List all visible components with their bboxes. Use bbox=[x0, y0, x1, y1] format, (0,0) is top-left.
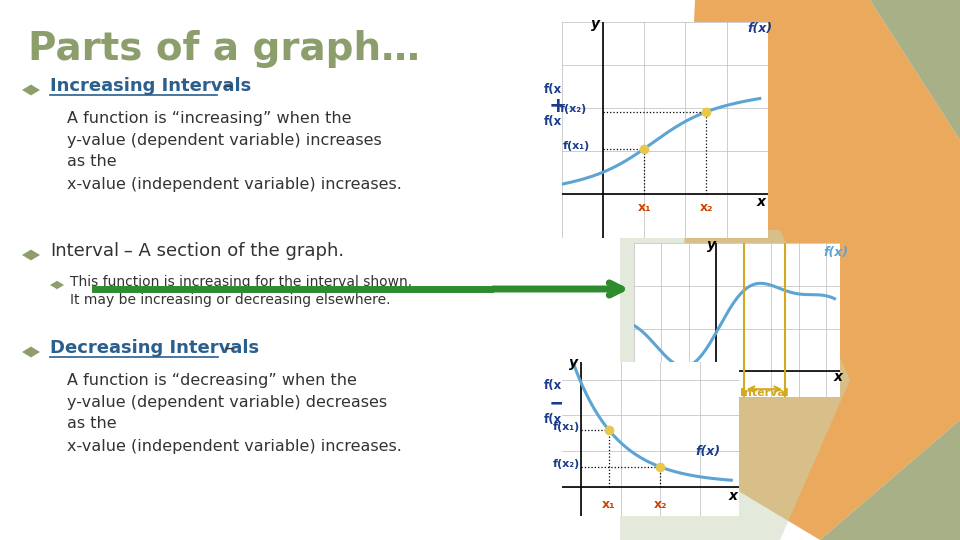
Text: y: y bbox=[568, 356, 578, 370]
Polygon shape bbox=[820, 420, 960, 540]
Text: f(x₂): f(x₂) bbox=[553, 459, 580, 469]
Text: f(x): f(x) bbox=[747, 22, 773, 36]
Text: x: x bbox=[728, 489, 737, 503]
Text: Parts of a graph…: Parts of a graph… bbox=[28, 30, 420, 68]
Text: f(x₂): f(x₂) bbox=[543, 414, 572, 427]
Text: x₂: x₂ bbox=[699, 201, 713, 214]
Text: f(x): f(x) bbox=[696, 445, 721, 458]
Text: y-value (dependent variable) decreases: y-value (dependent variable) decreases bbox=[67, 395, 387, 409]
Text: +: + bbox=[549, 96, 567, 116]
Polygon shape bbox=[50, 281, 64, 289]
Text: – A section of the graph.: – A section of the graph. bbox=[118, 242, 344, 260]
Text: Interval: Interval bbox=[740, 388, 788, 397]
Text: f(x₂): f(x₂) bbox=[543, 84, 572, 97]
Text: This function is increasing for the interval shown.: This function is increasing for the inte… bbox=[70, 275, 412, 289]
Text: y-value (dependent variable) increases: y-value (dependent variable) increases bbox=[67, 132, 382, 147]
Text: x: x bbox=[833, 370, 842, 383]
Text: A function is “decreasing” when the: A function is “decreasing” when the bbox=[67, 373, 357, 388]
Polygon shape bbox=[22, 85, 40, 96]
Text: It may be increasing or decreasing elsewhere.: It may be increasing or decreasing elsew… bbox=[70, 293, 391, 307]
Polygon shape bbox=[22, 347, 40, 357]
FancyArrowPatch shape bbox=[492, 283, 621, 295]
Text: f(x₁): f(x₁) bbox=[553, 422, 580, 432]
Text: x₁: x₁ bbox=[637, 201, 651, 214]
Text: Decreasing Intervals: Decreasing Intervals bbox=[50, 339, 259, 357]
Text: x-value (independent variable) increases.: x-value (independent variable) increases… bbox=[67, 177, 402, 192]
Text: y: y bbox=[591, 17, 600, 31]
Text: A function is “increasing” when the: A function is “increasing” when the bbox=[67, 111, 351, 125]
Text: x: x bbox=[756, 195, 765, 210]
Text: Interval: Interval bbox=[50, 242, 119, 260]
Text: f(x₁): f(x₁) bbox=[543, 116, 572, 129]
Text: –: – bbox=[218, 77, 232, 95]
Text: x₂: x₂ bbox=[654, 498, 667, 511]
Polygon shape bbox=[870, 0, 960, 140]
Text: y: y bbox=[708, 239, 716, 252]
Text: x₁: x₁ bbox=[602, 498, 615, 511]
Text: f(x₂): f(x₂) bbox=[560, 104, 587, 114]
Text: f(x): f(x) bbox=[824, 246, 849, 259]
Polygon shape bbox=[620, 230, 850, 540]
Text: f(x₁): f(x₁) bbox=[543, 379, 572, 392]
Text: x-value (independent variable) increases.: x-value (independent variable) increases… bbox=[67, 438, 402, 454]
Text: f(x₁): f(x₁) bbox=[563, 141, 589, 151]
Text: as the: as the bbox=[67, 416, 116, 431]
Text: –: – bbox=[219, 339, 233, 357]
Text: Increasing Intervals: Increasing Intervals bbox=[50, 77, 252, 95]
Polygon shape bbox=[680, 0, 960, 540]
Polygon shape bbox=[22, 249, 40, 260]
Text: +: + bbox=[651, 468, 669, 488]
Text: −: − bbox=[549, 393, 567, 413]
Text: as the: as the bbox=[67, 154, 116, 170]
Text: +: + bbox=[651, 337, 669, 357]
